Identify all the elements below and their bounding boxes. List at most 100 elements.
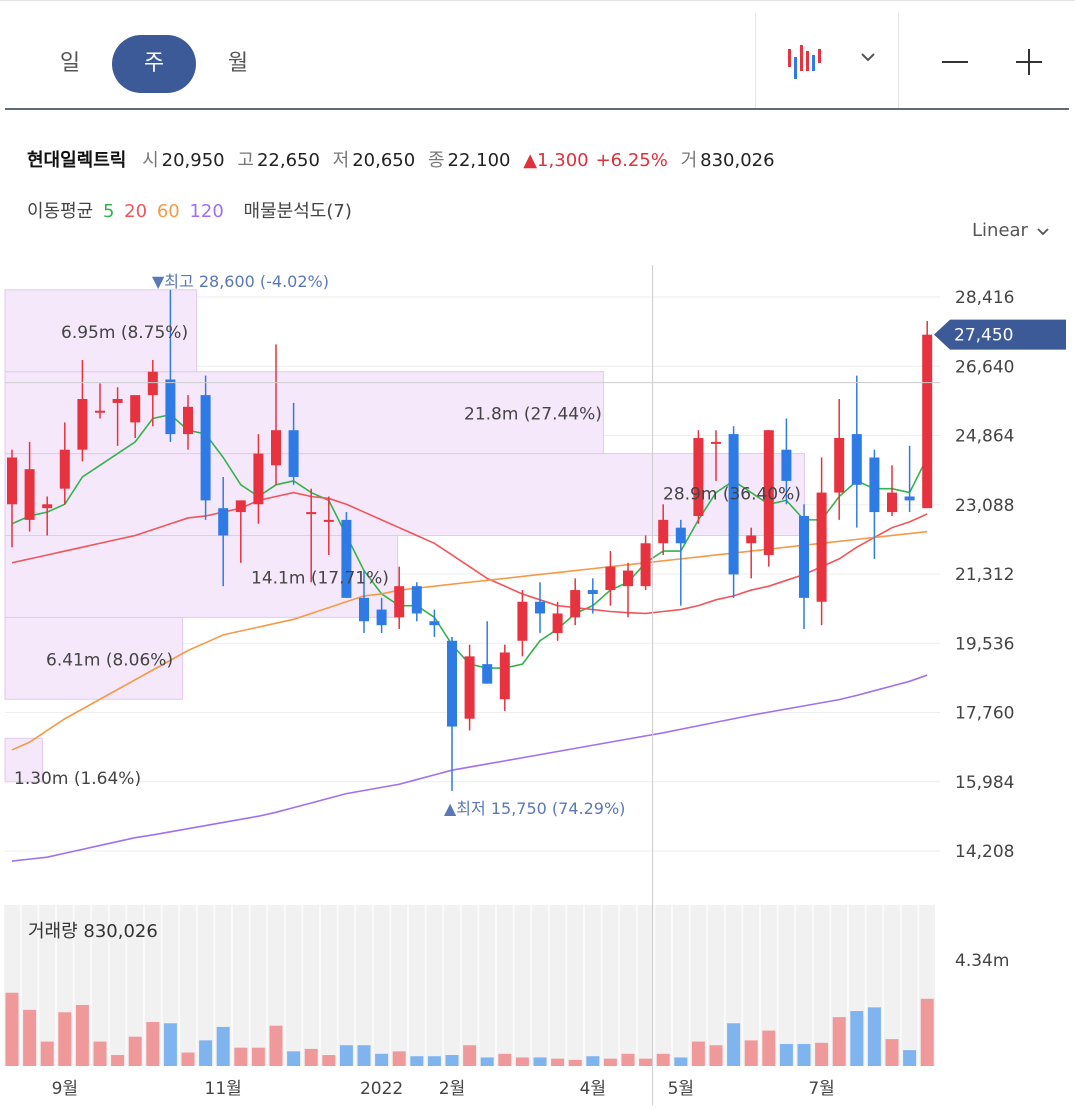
volume-profile-label: 6.41m (8.06%)	[46, 650, 173, 670]
candle-body	[77, 399, 88, 450]
low-label: 저	[332, 150, 350, 171]
x-axis-label: 11월	[205, 1079, 242, 1099]
candle-body	[552, 613, 563, 633]
volume-bar	[797, 1044, 811, 1066]
volume-bar	[339, 1045, 353, 1066]
candle-body	[95, 410, 105, 413]
candle-body	[130, 395, 141, 423]
volume-grid-column	[620, 905, 636, 1066]
volume-grid-column	[197, 905, 214, 1066]
high-value: 22,650	[256, 150, 320, 171]
indicator-legend[interactable]: 이동평균 5 20 60 120 매물분석도(7)	[27, 197, 356, 223]
volume-bar	[392, 1051, 406, 1066]
candle-body	[711, 441, 721, 444]
volume-bar	[322, 1055, 336, 1066]
tab-weekly[interactable]: 주	[112, 35, 196, 93]
candle-body	[112, 399, 123, 403]
volume-grid-column	[426, 905, 443, 1066]
volume-bar	[287, 1051, 301, 1066]
candle-body	[535, 601, 545, 614]
volume-bar	[832, 1017, 846, 1066]
volume-bar	[463, 1045, 477, 1066]
volume-grid-column	[109, 905, 126, 1066]
volume-bar	[93, 1041, 107, 1066]
volume-grid-column	[796, 905, 812, 1066]
x-axis-label: 7월	[808, 1079, 834, 1099]
volume-bar	[199, 1040, 213, 1066]
volume-grid-column	[39, 905, 55, 1066]
x-axis-label: 5월	[668, 1079, 694, 1099]
volume-bar	[427, 1056, 441, 1066]
volume-grid-column	[409, 905, 425, 1066]
volume-bar	[40, 1041, 54, 1066]
volume-profile-bar	[4, 453, 805, 536]
x-axis-label: 4월	[580, 1079, 606, 1099]
candle-body	[394, 586, 405, 618]
scale-selector[interactable]: Linear	[972, 220, 1052, 241]
price-tick-label: 19,536	[955, 634, 1014, 654]
high-label: 고	[237, 150, 254, 171]
volume-bar	[639, 1058, 653, 1066]
volume-grid-column	[602, 905, 619, 1066]
price-tick-label: 23,088	[955, 496, 1014, 516]
candle-body	[693, 437, 704, 516]
volume-grid-column	[901, 905, 918, 1066]
candle-body	[517, 601, 528, 641]
price-tick-label: 15,984	[955, 773, 1014, 793]
minus-icon[interactable]	[938, 45, 972, 79]
volume-bar	[691, 1041, 705, 1066]
volume-grid-column	[373, 905, 390, 1066]
low-value: 20,650	[352, 150, 416, 171]
candlestick-icon[interactable]	[784, 41, 828, 83]
volume-grid-column	[813, 905, 830, 1066]
volume-bar	[744, 1040, 758, 1066]
candle-body	[147, 371, 158, 396]
candle-body	[623, 570, 633, 587]
volume-bar	[568, 1059, 582, 1066]
volume-bar	[815, 1042, 829, 1066]
volume-grid-column	[479, 905, 495, 1066]
candle-body	[499, 652, 510, 700]
volume-grid-column	[761, 905, 777, 1066]
divider	[898, 13, 899, 108]
volume-bar	[445, 1055, 459, 1066]
volume-bar	[551, 1058, 565, 1066]
volume-profile-label: 14.1m (17.71%)	[251, 568, 389, 588]
volume-bar	[75, 1004, 89, 1066]
price-tick-label: 21,312	[955, 565, 1014, 585]
volume-grid-column	[514, 905, 531, 1066]
volume-grid-column	[127, 905, 143, 1066]
volume-profile-bar	[4, 289, 198, 373]
open-label: 시	[142, 150, 159, 171]
volume-grid-column	[215, 905, 231, 1066]
ma-60-label: 60	[156, 201, 180, 222]
candle-body	[464, 656, 475, 719]
volume-bar	[867, 1007, 881, 1066]
price-tick-label: 17,760	[955, 704, 1014, 724]
candle-body	[359, 597, 369, 622]
volume-label: 거	[680, 150, 698, 171]
chevron-down-icon[interactable]	[858, 47, 878, 67]
volume-grid-column	[461, 905, 478, 1066]
candle-body	[834, 437, 845, 493]
candle-body	[922, 334, 933, 509]
ma-120-line	[11, 674, 928, 862]
volume-bar	[533, 1057, 547, 1066]
candle-body	[235, 500, 246, 513]
plus-icon[interactable]	[1012, 45, 1046, 79]
tab-monthly[interactable]: 월	[227, 51, 249, 76]
volume-bar	[269, 1025, 283, 1066]
chart-toolbar: 일 주 월	[0, 0, 1075, 110]
volume-grid-column	[637, 905, 654, 1066]
volume-bar	[5, 992, 19, 1066]
candle-body	[816, 492, 827, 602]
ma-20-line	[11, 491, 928, 615]
volume-title: 거래량 830,026	[28, 921, 158, 942]
candle-body	[887, 492, 897, 513]
candle-body	[587, 590, 598, 594]
tab-daily[interactable]: 일	[59, 51, 81, 76]
volume-bar	[410, 1056, 424, 1066]
high-annotation: ▼최고 28,600 (-4.02%)	[152, 272, 329, 291]
volume-grid-column	[233, 905, 249, 1066]
